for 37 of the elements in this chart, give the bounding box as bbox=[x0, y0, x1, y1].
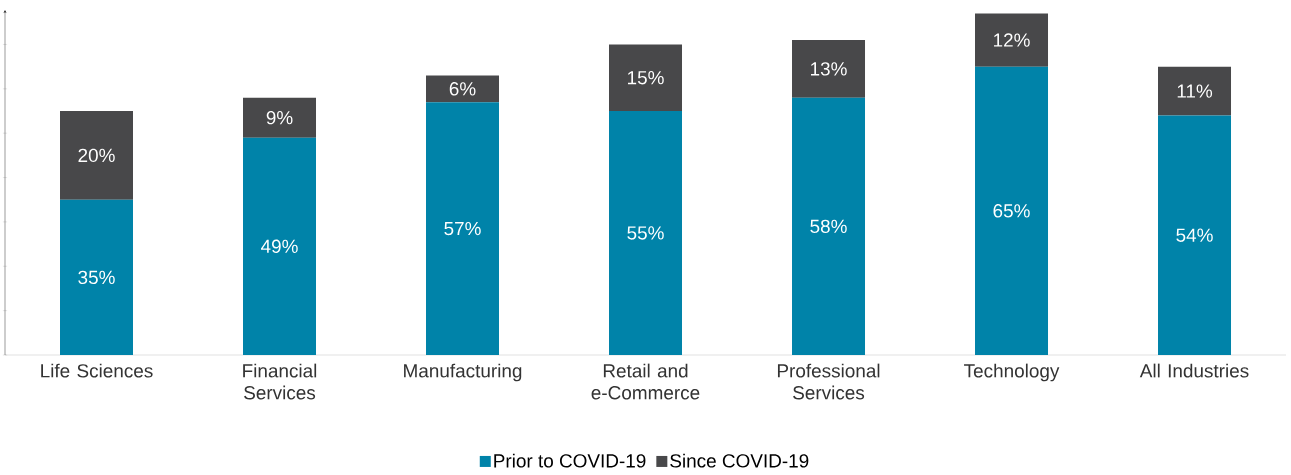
data-label: 35% bbox=[78, 270, 115, 285]
data-label: 20% bbox=[78, 148, 115, 163]
bar bbox=[60, 111, 133, 200]
x-tick-label: All Industries bbox=[1139, 363, 1249, 378]
legend-label: Since COVID-19 bbox=[670, 453, 809, 468]
bar bbox=[609, 44, 682, 112]
bar bbox=[975, 13, 1049, 67]
x-tick-label: Technology bbox=[964, 363, 1060, 382]
bar bbox=[792, 40, 866, 98]
bar bbox=[243, 137, 316, 355]
bar bbox=[60, 199, 133, 355]
data-label: 11% bbox=[1177, 84, 1213, 98]
data-label: 15% bbox=[628, 71, 664, 85]
bar bbox=[1158, 115, 1232, 355]
x-tick-label: Retail and e-Commerce bbox=[591, 363, 700, 400]
bar bbox=[426, 102, 499, 355]
bar bbox=[426, 75, 499, 103]
bar bbox=[975, 66, 1049, 355]
data-label: 65% bbox=[993, 204, 1030, 218]
x-tick-label: Life Sciences bbox=[41, 363, 153, 378]
bar bbox=[243, 97, 316, 138]
data-label: 58% bbox=[810, 219, 847, 234]
data-label: 12% bbox=[994, 33, 1030, 47]
x-tick-label: Manufacturing bbox=[404, 363, 522, 382]
data-label: 54% bbox=[1176, 228, 1213, 242]
bar bbox=[792, 97, 866, 355]
bar bbox=[609, 111, 682, 355]
data-label: 49% bbox=[261, 239, 298, 254]
data-label: 57% bbox=[444, 221, 481, 236]
legend-label: Prior to COVID-19 bbox=[494, 453, 646, 468]
data-label: 55% bbox=[627, 226, 664, 240]
bar bbox=[1158, 66, 1232, 116]
data-label: 6% bbox=[449, 82, 476, 96]
data-label: 13% bbox=[811, 62, 847, 76]
x-tick-label: Professional Services bbox=[777, 363, 880, 400]
data-label: 9% bbox=[266, 110, 293, 125]
x-tick-label: Financial Services bbox=[243, 363, 317, 400]
